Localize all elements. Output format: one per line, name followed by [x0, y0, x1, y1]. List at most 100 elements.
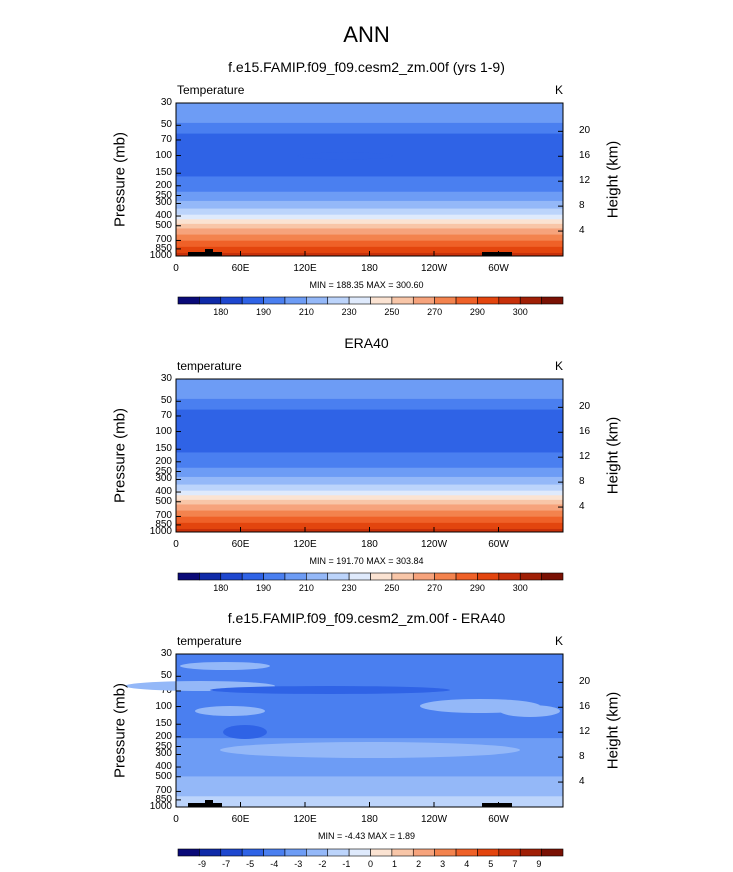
height-tick-label: 16 [579, 150, 591, 162]
x-tick-label: 60E [231, 263, 250, 274]
left-label: temperature [177, 634, 242, 648]
height-tick-label: 8 [579, 476, 585, 488]
colorbar-label: 1 [392, 859, 398, 869]
height-tick-label: 20 [579, 125, 591, 137]
y-tick-label: 300 [155, 197, 172, 209]
y-tick-label: 150 [155, 443, 172, 455]
colorbar-label: 2 [416, 859, 422, 869]
contour-band [176, 246, 563, 254]
contour-blob [180, 662, 270, 670]
colorbar-label: 300 [512, 307, 528, 317]
contour-min [297, 152, 393, 160]
y-tick-label: 850 [155, 518, 172, 530]
y-axis-label-right: Height (km) [604, 691, 622, 769]
y-tick-label: 50 [160, 670, 172, 682]
colorbar-label: -4 [270, 859, 279, 869]
colorbar-label: 250 [384, 307, 400, 317]
colorbar-swatch [199, 848, 222, 857]
terrain-mask [188, 803, 222, 807]
height-tick-label: 4 [579, 501, 585, 513]
min-max-text: MIN = 188.35 MAX = 300.60 [309, 280, 424, 290]
contour-band [176, 522, 563, 530]
x-tick-label: 60W [488, 539, 509, 550]
y-tick-label: 100 [155, 425, 172, 437]
colorbar-label: -9 [198, 859, 207, 869]
colorbar-swatch [348, 848, 371, 857]
y-tick-label: 400 [155, 486, 172, 498]
height-tick-label: 12 [579, 726, 591, 738]
y-tick-label: 30 [160, 648, 172, 659]
y-tick-label: 50 [160, 119, 172, 131]
x-tick-label: 120W [420, 539, 448, 550]
contour-band [176, 379, 563, 400]
colorbar-label: 7 [512, 859, 518, 869]
y-tick-label: 1000 [149, 801, 172, 812]
y-tick-label: 100 [155, 700, 172, 712]
y-tick-label: 850 [155, 242, 172, 254]
units-label: K [555, 83, 564, 97]
colorbar-swatch [434, 848, 457, 857]
height-tick-label: 16 [579, 701, 591, 713]
x-tick-label: 0 [173, 539, 179, 550]
colorbar-label: 300 [512, 583, 528, 593]
x-tick-label: 120E [293, 263, 317, 274]
contour-band [176, 122, 563, 135]
height-tick-label: 8 [579, 751, 585, 763]
colorbar-swatch [541, 296, 564, 305]
height-tick-label: 20 [579, 401, 591, 413]
y-tick-label: 400 [155, 210, 172, 222]
terrain-mask [188, 252, 222, 256]
contour-band [176, 516, 563, 524]
y-tick-label: 300 [155, 748, 172, 760]
contour-blob [223, 725, 267, 739]
x-tick-label: 0 [173, 814, 179, 825]
colorbar-swatch [455, 848, 478, 857]
terrain-mask [205, 800, 213, 804]
colorbar-label: 270 [427, 583, 443, 593]
terrain-mask [482, 252, 512, 256]
colorbar-label: 190 [256, 307, 272, 317]
colorbar-swatch [391, 848, 414, 857]
colorbar-label: 180 [213, 307, 229, 317]
x-tick-label: 120W [420, 814, 448, 825]
y-tick-label: 70 [160, 133, 172, 145]
colorbar-label: 9 [536, 859, 542, 869]
units-label: K [555, 634, 564, 648]
contour-band [176, 476, 563, 486]
colorbar-label: 4 [464, 859, 470, 869]
height-tick-label: 8 [579, 200, 585, 212]
colorbar-swatch [498, 848, 521, 857]
colorbar-label: 230 [341, 307, 357, 317]
height-tick-label: 12 [579, 175, 591, 187]
y-tick-label: 1000 [149, 526, 172, 537]
y-tick-label: 200 [155, 179, 172, 191]
x-tick-label: 120E [293, 814, 317, 825]
y-tick-label: 400 [155, 761, 172, 773]
contour-blob [210, 686, 450, 694]
y-tick-label: 200 [155, 730, 172, 742]
x-tick-label: 60E [231, 539, 250, 550]
contour-band [176, 208, 563, 216]
colorbar-swatch [241, 848, 264, 857]
x-tick-label: 60E [231, 814, 250, 825]
terrain-mask [482, 803, 512, 807]
colorbar-label: 270 [427, 307, 443, 317]
y-tick-label: 700 [155, 510, 172, 522]
contour-band [176, 191, 563, 202]
colorbar-label: 180 [213, 583, 229, 593]
contour-band [176, 228, 563, 236]
contour-band [176, 398, 563, 411]
min-max-text: MIN = 191.70 MAX = 303.84 [309, 556, 424, 566]
colorbar-swatch [284, 848, 307, 857]
contour-band [176, 484, 563, 492]
y-tick-label: 250 [155, 740, 172, 752]
contour-band [176, 176, 563, 193]
contour-band [176, 510, 563, 518]
units-label: K [555, 359, 564, 373]
height-tick-label: 20 [579, 676, 591, 688]
colorbar-label: -1 [342, 859, 351, 869]
colorbar-swatch [220, 848, 243, 857]
colorbar-swatch [541, 848, 564, 857]
y-tick-label: 700 [155, 785, 172, 797]
